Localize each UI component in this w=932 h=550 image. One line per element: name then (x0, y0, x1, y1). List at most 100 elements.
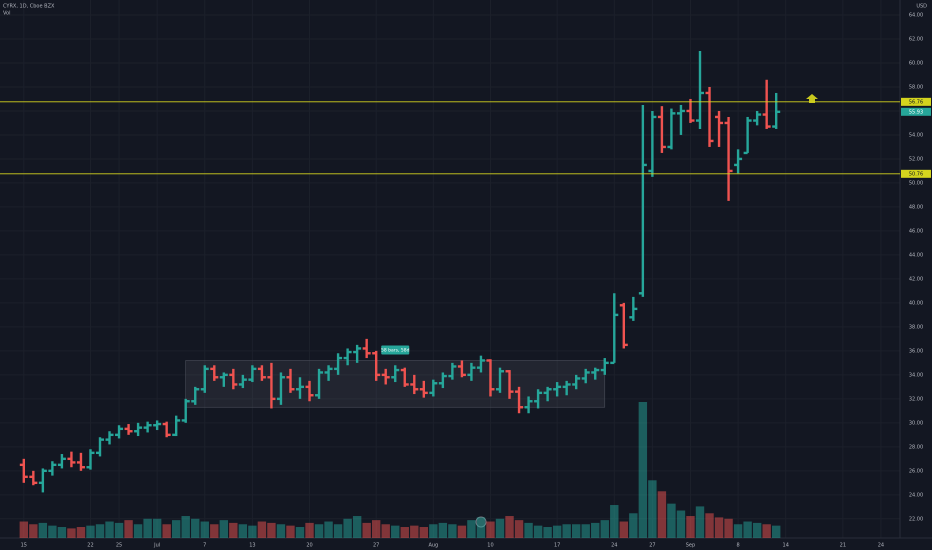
volume-bar (686, 516, 695, 538)
volume-bar (448, 524, 457, 538)
volume-bar (600, 520, 609, 538)
volume-bar (533, 525, 543, 538)
y-tick-label: 64.00 (909, 12, 923, 18)
volume-bar (238, 524, 248, 538)
volume-bar (743, 521, 752, 538)
x-tick-label: 25 (116, 543, 122, 549)
y-tick-label: 60.00 (909, 60, 923, 66)
volume-bar (181, 516, 190, 538)
volume-bar (324, 521, 333, 538)
volume-bar (391, 525, 400, 538)
volume-bar (333, 524, 343, 538)
volume-bar (191, 518, 200, 538)
x-tick-label: 14 (783, 543, 789, 549)
volume-bar (210, 524, 219, 538)
volume-bar (267, 522, 276, 538)
volume-bar (562, 524, 571, 538)
volume-bar (695, 506, 705, 538)
volume-bar (657, 491, 667, 538)
range-box-label-bg (381, 345, 410, 355)
x-tick-label: Aug (428, 543, 438, 549)
y-tick-label: 58.00 (909, 84, 923, 90)
volume-bar (733, 524, 743, 538)
volume-bar (505, 516, 514, 538)
y-tick-label: 50.00 (909, 180, 923, 186)
x-tick-label: 8 (737, 543, 740, 549)
volume-bar (591, 522, 600, 538)
volume-bar (152, 518, 162, 538)
volume-bar (67, 528, 76, 538)
volume-bar (571, 524, 581, 538)
volume-bar (171, 520, 181, 538)
y-tick-label: 22.00 (909, 516, 923, 522)
x-tick-label: 27 (373, 543, 379, 549)
y-tick-label: 38.00 (909, 324, 923, 330)
volume-bar (114, 522, 124, 538)
y-tick-label: 28.00 (909, 444, 923, 450)
volume-bar (352, 516, 362, 538)
hline-label: 56.76 (909, 99, 923, 105)
volume-bar (105, 521, 114, 538)
x-tick-label: 10 (487, 543, 493, 549)
range-box-label: 58 bars, 58d (381, 347, 410, 353)
last-price-label: 55.93 (909, 109, 923, 115)
volume-bar (648, 480, 657, 538)
y-tick-label: 42.00 (909, 276, 923, 282)
x-tick-label: 22 (87, 543, 93, 549)
volume-bar (495, 518, 505, 538)
volume-bar (95, 524, 105, 538)
volume-bar (276, 524, 286, 538)
volume-bar (248, 525, 257, 538)
volume-label: Vol (3, 11, 10, 17)
volume-bar (429, 524, 438, 538)
volume-bar (143, 518, 152, 538)
y-tick-label: 32.00 (909, 396, 923, 402)
volume-bar (514, 520, 524, 538)
volume-bar (581, 524, 590, 538)
x-tick-label: 7 (203, 543, 206, 549)
hline-label: 50.76 (909, 171, 923, 177)
volume-bar (467, 520, 476, 538)
volume-bar (552, 525, 562, 538)
x-tick-label: 21 (840, 543, 846, 549)
volume-bar (771, 525, 781, 538)
volume-bar (219, 520, 229, 538)
y-tick-label: 24.00 (909, 492, 923, 498)
volume-bar (381, 524, 390, 538)
x-tick-label: 20 (306, 543, 312, 549)
alert-arrow[interactable] (806, 94, 818, 103)
volume-bar (38, 522, 48, 538)
volume-bar (752, 522, 762, 538)
volume-bar (438, 522, 448, 538)
currency: USD (916, 4, 927, 10)
y-tick-label: 62.00 (909, 36, 923, 42)
last-price-bg (901, 107, 931, 116)
volume-bar (257, 521, 267, 538)
chart-title: CYRX, 1D, Cboe BZX (3, 4, 55, 10)
hline-label-bg (901, 169, 931, 178)
volume-bar (667, 503, 676, 538)
y-tick-label: 44.00 (909, 252, 923, 258)
volume-bar (457, 525, 467, 538)
volume-bar (286, 525, 295, 538)
x-tick-label: 17 (554, 543, 560, 549)
volume-bar (76, 527, 86, 538)
volume-bar (524, 522, 533, 538)
volume-bar (419, 527, 429, 538)
volume-bar (400, 527, 409, 538)
volume-bar (57, 527, 67, 538)
volume-bar (676, 510, 686, 538)
volume-bar (29, 524, 38, 538)
y-tick-label: 52.00 (909, 156, 923, 162)
volume-bar (133, 524, 143, 538)
y-tick-label: 36.00 (909, 348, 923, 354)
volume-bar (295, 527, 305, 538)
volume-bar (714, 517, 724, 538)
volume-bar (638, 402, 648, 538)
volume-bar (162, 524, 171, 538)
y-tick-label: 48.00 (909, 204, 923, 210)
volume-bar (86, 525, 95, 538)
volume-bar (371, 520, 381, 538)
